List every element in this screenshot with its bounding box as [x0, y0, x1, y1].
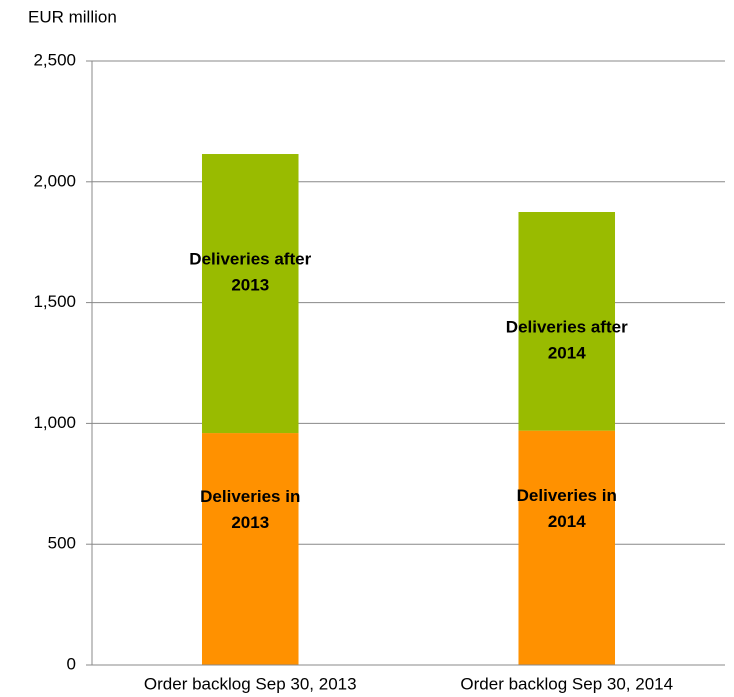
segment-label-line: 2014	[548, 512, 586, 531]
segment-label-line: Deliveries in	[517, 486, 617, 505]
y-tick-label: 1,000	[33, 413, 76, 432]
y-tick-label: 500	[48, 534, 76, 553]
y-axis-label: EUR million	[28, 7, 117, 26]
segment-label: Deliveries in 2013	[200, 488, 300, 533]
bar-segment	[518, 212, 616, 431]
bar-segment	[201, 433, 299, 665]
segment-label: Deliveries after 2013	[189, 250, 311, 295]
segment-label-line: Deliveries after	[506, 318, 628, 337]
y-tick-label: 0	[67, 654, 76, 673]
segment-label-line: 2013	[231, 514, 269, 533]
segment-label-line: Deliveries in	[200, 488, 300, 507]
segment-label-line: 2014	[548, 344, 586, 363]
y-tick-label: 2,500	[33, 50, 76, 69]
x-tick-label: Order backlog Sep 30, 2014	[460, 674, 673, 693]
segment-label-line: 2013	[231, 276, 269, 295]
y-tick-label: 1,500	[33, 292, 76, 311]
bar-segment	[201, 154, 299, 434]
segment-label-line: Deliveries after	[189, 250, 311, 269]
y-tick-label: 2,000	[33, 171, 76, 190]
segment-label: Deliveries after 2014	[506, 318, 628, 363]
segment-label: Deliveries in 2014	[517, 486, 617, 531]
x-tick-label: Order backlog Sep 30, 2013	[144, 674, 357, 693]
bar-segment	[518, 430, 616, 665]
